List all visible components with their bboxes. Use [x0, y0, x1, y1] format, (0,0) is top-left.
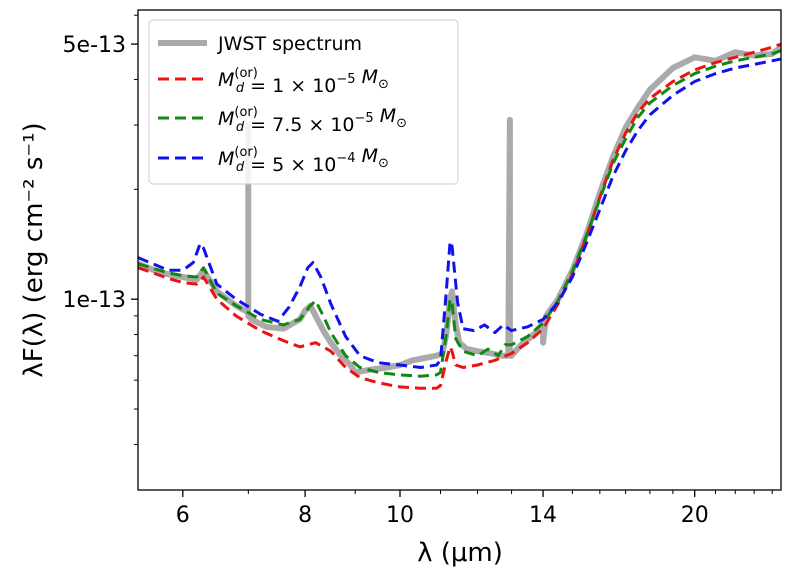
y-axis-label: λF(λ) (erg cm⁻² s⁻¹): [19, 122, 49, 377]
series-jwst-spectrum: [138, 44, 781, 376]
x-tick-label: 20: [681, 503, 709, 528]
legend-box: [148, 19, 459, 185]
y-tick-label: 1e-13: [63, 288, 126, 313]
legend-label: M(or) d = 7.5 × 10−5 M⊙: [218, 105, 407, 136]
x-tick-label: 8: [298, 503, 312, 528]
x-tick-label: 10: [386, 503, 414, 528]
plot-frame: [137, 9, 782, 491]
x-axis-label: λ (μm): [417, 538, 503, 568]
x-tick-label: 14: [529, 503, 557, 528]
y-tick-label: 5e-13: [63, 33, 126, 58]
series-model-1: [138, 42, 781, 390]
legend-label: M(or) d = 1 × 10−5 M⊙: [218, 66, 389, 97]
ticks-layer: 6 8 10 14 20 1e-13 5e-13: [63, 14, 773, 528]
series-model-3: [138, 57, 781, 369]
series-model-2: [138, 49, 781, 378]
legend: JWST spectrum M(or) d = 1 × 10−5 M⊙ M(or) d …: [148, 19, 459, 185]
legend-label: JWST spectrum: [217, 33, 362, 55]
plot-area: [137, 9, 782, 491]
legend-label: M(or) d = 5 × 10−4 M⊙: [218, 145, 389, 176]
x-tick-label: 6: [176, 503, 190, 528]
series-layer: [138, 42, 781, 390]
